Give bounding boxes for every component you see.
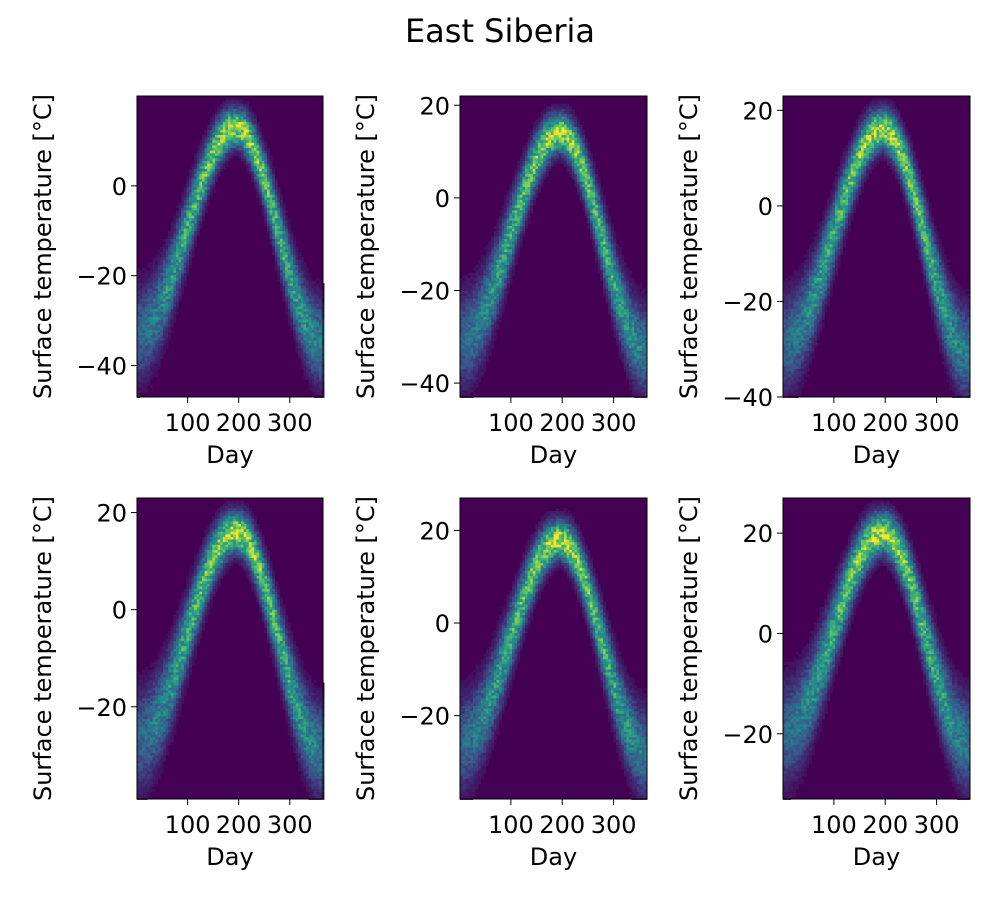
y-axis-label: Surface temperature [°C]: [29, 94, 57, 399]
x-tick-label: 300: [267, 409, 313, 437]
heatmap-cells: [783, 98, 971, 398]
y-tick-label: 0: [758, 620, 773, 648]
axes-frame: [782, 95, 971, 398]
y-tick-label: −40: [722, 384, 773, 412]
axes-frame: [136, 95, 324, 398]
axes-frame: [136, 497, 324, 800]
y-axis-label: Surface temperature [°C]: [675, 496, 703, 801]
y-tick-label: 0: [435, 185, 450, 213]
x-tick-label: 200: [862, 409, 908, 437]
x-tick-label: 100: [165, 409, 211, 437]
axes-frame: [459, 497, 648, 800]
x-tick-label: 300: [914, 811, 960, 839]
x-axis-label: Day: [206, 843, 253, 871]
y-tick-label: 0: [758, 193, 773, 221]
heatmap-cells: [460, 103, 648, 398]
x-tick-label: 200: [862, 811, 908, 839]
y-tick-label: 20: [742, 520, 773, 548]
x-axis-label: Day: [530, 843, 577, 871]
x-tick-label: 100: [165, 811, 211, 839]
y-tick-label: −20: [76, 694, 127, 722]
y-tick-label: 20: [96, 500, 127, 528]
x-tick-label: 200: [216, 811, 262, 839]
subplot-6: 100 200 300 −20 0 20 Day Surface temperature [°…: [675, 496, 971, 871]
subplot-1: 100 200 300 −40 −20 0 Day Surface temperature […: [29, 94, 325, 469]
y-tick-label: −20: [722, 721, 773, 749]
subplot-5: 100 200 300 −20 0 20 Day Surface temperature [°…: [352, 496, 648, 871]
y-axis-label: Surface temperature [°C]: [29, 496, 57, 801]
heatmap-cells: [137, 98, 325, 398]
subplot-2: 100 200 300 −40 −20 0 20 Day Surface temperature…: [352, 92, 648, 469]
subplot-4: 100 200 300 −20 0 20 Day Surface temperature [°…: [29, 496, 325, 871]
x-tick-label: 200: [539, 811, 585, 839]
y-axis-label: Surface temperature [°C]: [352, 496, 380, 801]
y-tick-label: 20: [742, 97, 773, 125]
x-axis-label: Day: [530, 441, 577, 469]
y-axis-label: Surface temperature [°C]: [675, 94, 703, 399]
y-tick-label: −20: [399, 277, 450, 305]
heatmap-cells: [783, 500, 971, 800]
x-tick-label: 200: [539, 409, 585, 437]
axes-frame: [782, 497, 971, 800]
figure-title: East Siberia: [404, 12, 596, 50]
x-axis-label: Day: [853, 441, 900, 469]
axes-frame: [459, 95, 648, 398]
y-tick-label: 0: [112, 597, 127, 625]
y-tick-label: −20: [722, 288, 773, 316]
x-tick-label: 100: [811, 811, 857, 839]
y-tick-label: −40: [76, 353, 127, 381]
x-tick-label: 300: [267, 811, 313, 839]
x-axis-label: Day: [206, 441, 253, 469]
y-tick-label: 20: [419, 92, 450, 120]
x-tick-label: 300: [591, 409, 637, 437]
y-axis-label: Surface temperature [°C]: [352, 94, 380, 399]
y-tick-label: −40: [399, 370, 450, 398]
x-axis-label: Day: [853, 843, 900, 871]
y-tick-label: −20: [399, 703, 450, 731]
heatmap-cells: [137, 500, 325, 800]
x-tick-label: 100: [488, 811, 534, 839]
x-tick-label: 300: [914, 409, 960, 437]
y-tick-label: 0: [435, 610, 450, 638]
y-tick-label: 0: [112, 173, 127, 201]
x-tick-label: 300: [591, 811, 637, 839]
subplot-3: 100 200 300 −40 −20 0 20 Day Surface temperature…: [675, 94, 971, 469]
x-tick-label: 200: [216, 409, 262, 437]
y-tick-label: 20: [419, 517, 450, 545]
x-tick-label: 100: [811, 409, 857, 437]
heatmap-cells: [460, 508, 648, 800]
y-tick-label: −20: [76, 263, 127, 291]
x-tick-label: 100: [488, 409, 534, 437]
